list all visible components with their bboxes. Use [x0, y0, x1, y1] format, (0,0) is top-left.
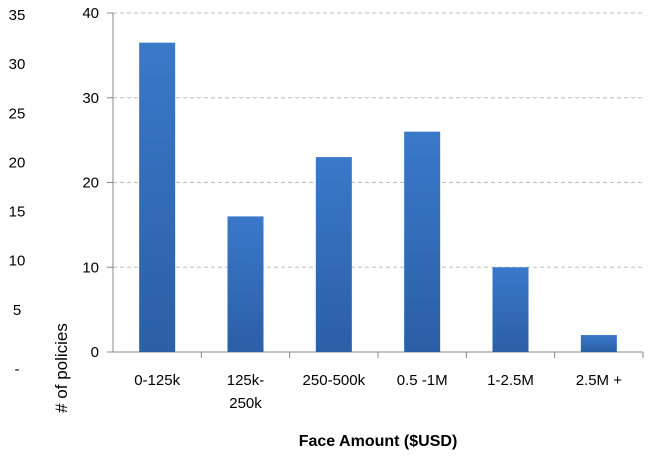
- outer-y-tick-label: -: [15, 361, 20, 378]
- outer-y-tick-label: 25: [9, 105, 26, 122]
- outer-y-tick-label: 20: [9, 154, 26, 171]
- x-axis-title: Face Amount ($USD): [299, 433, 458, 450]
- bars: [139, 42, 617, 352]
- outer-y-tick-label: 30: [9, 56, 26, 73]
- bar: [227, 216, 264, 352]
- x-tick-label: 1-2.5M: [487, 372, 534, 389]
- y-tick-label: 10: [82, 259, 99, 276]
- y-tick-label: 0: [91, 344, 99, 361]
- outer-y-tick-label: 10: [9, 253, 26, 270]
- bar: [580, 335, 617, 352]
- bar: [492, 267, 529, 352]
- y-axis-tick-labels: 0 10 20 30 40: [82, 5, 99, 361]
- axes: [107, 12, 644, 358]
- x-tick-label: 250-500k: [303, 372, 366, 389]
- x-tick-label: 2.5M +: [576, 372, 623, 389]
- bar: [139, 42, 176, 352]
- bar: [404, 131, 441, 352]
- x-tick-label: 125k-: [227, 372, 265, 389]
- x-tick-label: 0.5 -1M: [397, 372, 448, 389]
- outer-y-tick-label: 15: [9, 204, 26, 221]
- outer-y-axis-tick-labels: - 5 10 15 20 25 30 35: [9, 7, 26, 378]
- x-tick-label: 0-125k: [134, 372, 180, 389]
- outer-y-tick-label: 5: [13, 302, 21, 319]
- y-tick-label: 40: [82, 5, 99, 22]
- y-tick-label: 30: [82, 90, 99, 107]
- gridlines: [113, 12, 643, 268]
- y-tick-label: 20: [82, 175, 99, 192]
- outer-y-tick-label: 35: [9, 7, 26, 24]
- bar: [315, 157, 352, 352]
- x-axis-tick-labels: 0-125k 125k- 250k 250-500k 0.5 -1M 1-2.5M 2.5M…: [134, 372, 622, 412]
- x-tick-label: 250k: [229, 395, 262, 412]
- y-axis-title: # of policies: [52, 323, 71, 413]
